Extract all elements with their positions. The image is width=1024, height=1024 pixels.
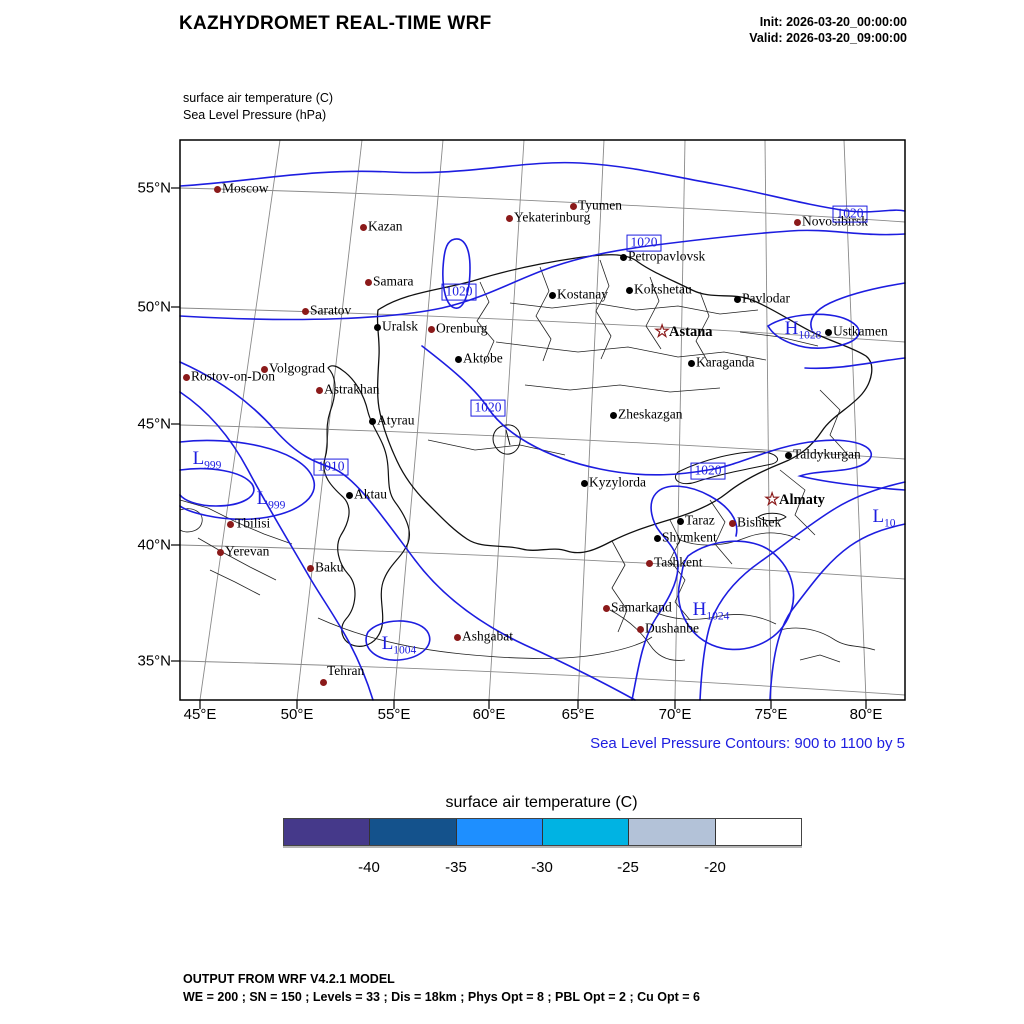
map-canvas: [171, 139, 906, 709]
colorbar-segment: [284, 819, 371, 845]
page-title: KAZHYDROMET REAL-TIME WRF: [179, 13, 492, 34]
field-label-temperature: surface air temperature (C): [183, 91, 334, 105]
lat-tick-label: 35°N: [137, 652, 171, 670]
lat-tick-label: 40°N: [137, 536, 171, 554]
country-borders: [179, 254, 876, 663]
field-labels: surface air temperature (C) Sea Level Pr…: [183, 90, 333, 124]
footer-line-2: WE = 200 ; SN = 150 ; Levels = 33 ; Dis …: [183, 989, 700, 1004]
colorbar-tick-label: -35: [445, 859, 467, 876]
contour-caption: Sea Level Pressure Contours: 900 to 1100…: [590, 735, 905, 752]
pressure-contours: [179, 161, 906, 701]
graticule: [179, 139, 906, 701]
colorbar: [283, 818, 802, 846]
colorbar-segment: [542, 819, 630, 845]
init-timestamp: Init: 2026-03-20_00:00:00: [759, 15, 907, 29]
valid-timestamp: Valid: 2026-03-20_09:00:00: [749, 31, 907, 46]
colorbar-segment: [456, 819, 543, 845]
colorbar-title: surface air temperature (C): [445, 794, 638, 811]
colorbar-tick-label: -25: [617, 859, 639, 876]
colorbar-segment: [715, 819, 801, 845]
colorbar-tick-label: -20: [704, 859, 726, 876]
footer-line-1: OUTPUT FROM WRF V4.2.1 MODEL: [183, 972, 395, 986]
colorbar-tick-label: -30: [531, 859, 553, 876]
colorbar-segment: [629, 819, 716, 845]
lat-tick-label: 55°N: [137, 179, 171, 197]
footer: OUTPUT FROM WRF V4.2.1 MODEL WE = 200 ; …: [183, 971, 700, 1006]
run-timestamps: Init: 2026-03-20_00:00:00 Valid: 2026-03…: [707, 14, 907, 47]
colorbar-segment: [370, 819, 457, 845]
field-label-pressure: Sea Level Pressure (hPa): [183, 107, 327, 122]
colorbar-tick-label: -40: [358, 859, 380, 876]
lat-tick-label: 50°N: [137, 298, 171, 316]
lat-tick-label: 45°N: [137, 415, 171, 433]
map-frame: [171, 139, 906, 709]
